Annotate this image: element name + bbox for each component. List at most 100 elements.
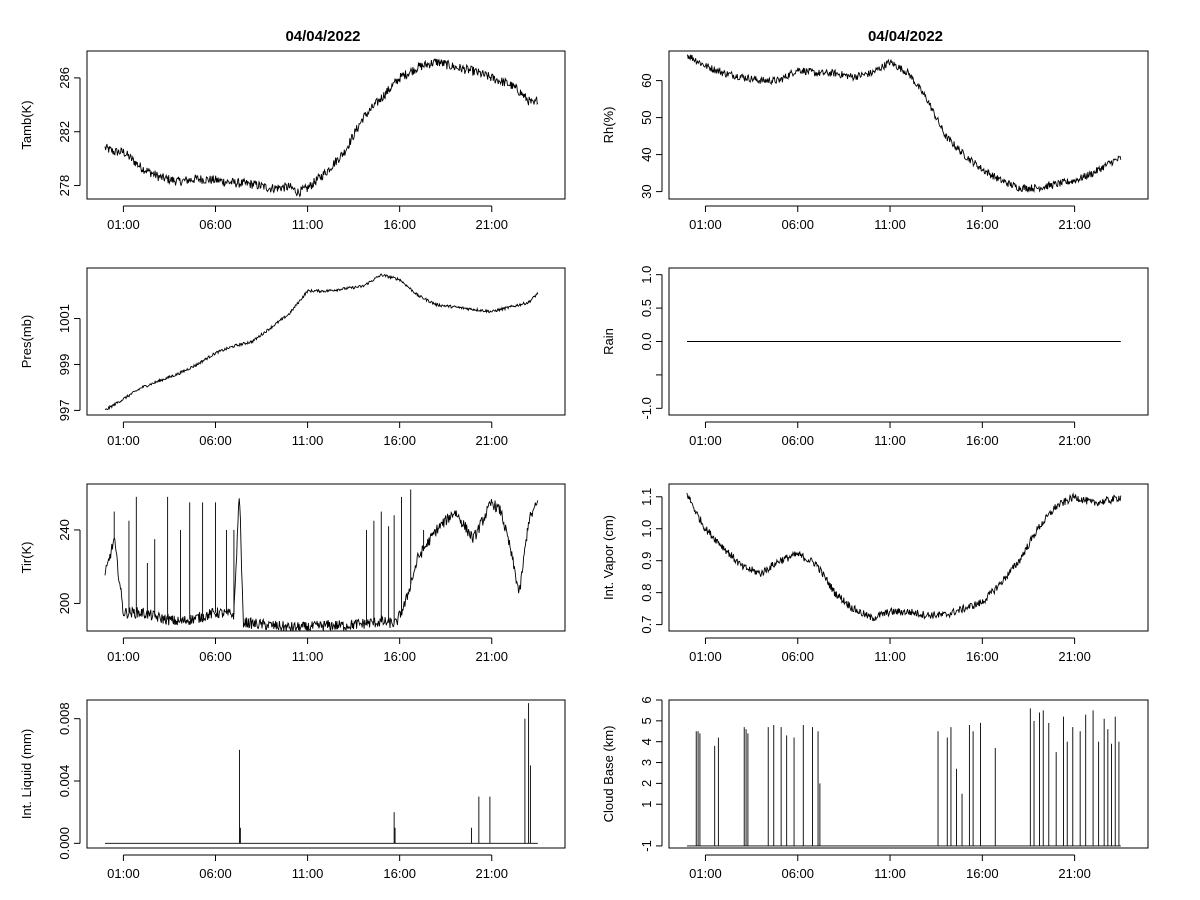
x-tick-label: 21:00: [1058, 433, 1091, 448]
x-tick-label: 01:00: [689, 649, 722, 664]
x-tick-label: 16:00: [966, 866, 999, 881]
panel-rh-: 04/04/2022 Rh(%) 01:00 06:00 11:00 16:00 21:00…: [601, 28, 1149, 232]
x-tick-label: 21:00: [475, 866, 508, 881]
x-tick-label: 01:00: [107, 649, 140, 664]
x-tick-label: 06:00: [199, 433, 232, 448]
plot-frame: [86, 699, 566, 849]
x-tick-label: 21:00: [1058, 217, 1091, 232]
panel-tir-k-: Tir(K) 01:00 06:00 11:00 16:00 21:00 200 240: [19, 483, 566, 664]
y-tick-label: 0.8: [639, 584, 654, 602]
x-tick-label: 01:00: [107, 433, 140, 448]
y-axis-label: Rh(%): [601, 107, 616, 144]
series-line-tamb: [104, 58, 539, 198]
y-tick-label: 50: [639, 110, 654, 124]
plot-frame: [668, 267, 1149, 416]
y-tick-label: 6: [639, 696, 654, 703]
y-tick-label: 1: [639, 801, 654, 808]
panel-int-vapor-cm-: Int. Vapor (cm) 01:00 06:00 11:00 16:00 21:00…: [601, 483, 1149, 664]
x-tick-label: 21:00: [1058, 866, 1091, 881]
x-tick-label: 06:00: [781, 649, 814, 664]
x-tick-label: 01:00: [689, 866, 722, 881]
x-tick-label: 21:00: [475, 217, 508, 232]
y-tick-label: 282: [57, 121, 72, 143]
series-line-int-vapor: [686, 492, 1122, 622]
plot-frame: [86, 267, 566, 416]
x-tick-label: 11:00: [292, 433, 324, 448]
chart-title: 04/04/2022: [868, 28, 943, 45]
series-line-rh: [686, 54, 1122, 194]
x-tick-label: 16:00: [383, 217, 416, 232]
plot-frame: [668, 483, 1149, 632]
y-tick-label: 200: [57, 593, 72, 615]
y-tick-label: 1.0: [639, 520, 654, 538]
y-tick-label: 4: [639, 738, 654, 745]
x-tick-label: 16:00: [966, 217, 999, 232]
x-tick-label: 16:00: [383, 866, 416, 881]
x-tick-label: 11:00: [292, 649, 324, 664]
x-tick-label: 21:00: [475, 433, 508, 448]
panel-rain: Rain 01:00 06:00 11:00 16:00 21:00 -1.0 0.0 0.5 1…: [601, 266, 1149, 448]
series-line-tir: [104, 498, 539, 632]
plot-frame: [86, 50, 566, 200]
y-tick-label: 278: [57, 175, 72, 197]
x-tick-label: 06:00: [781, 217, 814, 232]
y-tick-label: 0.5: [639, 299, 654, 317]
panel-tamb-k-: 04/04/2022 Tamb(K) 01:00 06:00 11:00 16:00 21:…: [19, 28, 566, 232]
x-tick-label: 21:00: [475, 649, 508, 664]
x-tick-label: 06:00: [781, 433, 814, 448]
y-tick-label: 0.008: [57, 702, 72, 735]
y-axis-label: Rain: [601, 328, 616, 355]
panel-cloud-base-km-: Cloud Base (km) 01:00 06:00 11:00 16:00 21:00…: [601, 696, 1149, 881]
x-tick-label: 11:00: [292, 866, 324, 881]
y-tick-label: 2: [639, 780, 654, 787]
x-tick-label: 16:00: [383, 649, 416, 664]
x-tick-label: 01:00: [689, 217, 722, 232]
y-tick-label: 3: [639, 759, 654, 766]
x-tick-label: 11:00: [874, 217, 906, 232]
chart-title: 04/04/2022: [285, 28, 360, 45]
y-tick-label: 999: [57, 354, 72, 376]
y-tick-label: 60: [639, 73, 654, 87]
x-tick-label: 16:00: [966, 433, 999, 448]
x-tick-label: 01:00: [107, 217, 140, 232]
y-tick-label: 1001: [57, 304, 72, 333]
x-tick-label: 11:00: [874, 433, 906, 448]
x-tick-label: 06:00: [199, 217, 232, 232]
x-tick-label: 16:00: [383, 433, 416, 448]
y-tick-label: 997: [57, 400, 72, 422]
plot-frame: [668, 699, 1149, 849]
y-tick-label: 286: [57, 67, 72, 89]
y-tick-label: -1.0: [639, 397, 654, 419]
x-tick-label: 21:00: [1058, 649, 1091, 664]
x-tick-label: 01:00: [107, 866, 140, 881]
y-tick-label: 1.0: [639, 266, 654, 284]
x-tick-label: 11:00: [292, 217, 324, 232]
y-tick-label: 5: [639, 717, 654, 724]
plot-frame: [668, 50, 1149, 200]
x-tick-label: 06:00: [199, 866, 232, 881]
x-tick-label: 06:00: [781, 866, 814, 881]
y-axis-label: Int. Vapor (cm): [601, 515, 616, 600]
y-tick-label: 0.7: [639, 616, 654, 634]
x-tick-label: 01:00: [689, 433, 722, 448]
y-axis-label: Cloud Base (km): [601, 726, 616, 823]
series-line-pres: [104, 273, 539, 411]
y-axis-label: Tamb(K): [19, 100, 34, 149]
x-tick-label: 06:00: [199, 649, 232, 664]
y-axis-label: Pres(mb): [19, 315, 34, 368]
y-tick-label: 0.0: [639, 332, 654, 350]
panel-pres-mb-: Pres(mb) 01:00 06:00 11:00 16:00 21:00 997 999 1…: [19, 267, 566, 448]
y-tick-label: -1: [639, 840, 654, 852]
y-tick-label: 40: [639, 147, 654, 161]
y-tick-label: 1.1: [639, 488, 654, 506]
x-tick-label: 16:00: [966, 649, 999, 664]
plot-frame: [86, 483, 566, 632]
y-tick-label: 240: [57, 519, 72, 541]
y-tick-label: 0.004: [57, 765, 72, 798]
y-axis-label: Int. Liquid (mm): [19, 729, 34, 819]
y-tick-label: 0.9: [639, 552, 654, 570]
x-tick-label: 11:00: [874, 866, 906, 881]
y-tick-label: 0.000: [57, 827, 72, 860]
y-axis-label: Tir(K): [19, 541, 34, 573]
